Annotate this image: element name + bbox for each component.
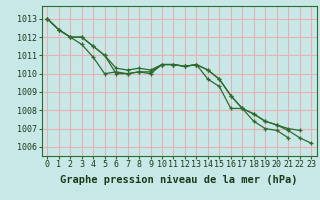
X-axis label: Graphe pression niveau de la mer (hPa): Graphe pression niveau de la mer (hPa) xyxy=(60,175,298,185)
